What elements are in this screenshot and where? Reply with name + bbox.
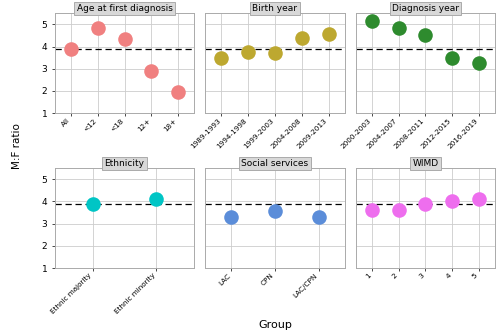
Point [228, 215, 235, 220]
Point [475, 61, 483, 66]
Point [271, 50, 279, 55]
Point [174, 89, 182, 95]
Point [314, 214, 322, 220]
Title: Diagnosis year: Diagnosis year [392, 4, 459, 13]
Point [422, 33, 430, 38]
Point [368, 18, 376, 24]
Title: Birth year: Birth year [252, 4, 298, 13]
Text: Group: Group [258, 320, 292, 330]
Point [324, 32, 332, 37]
Point [394, 25, 402, 30]
Point [120, 36, 128, 41]
Point [475, 197, 483, 202]
Point [89, 202, 97, 207]
Title: WIMD: WIMD [412, 159, 438, 168]
Point [394, 207, 402, 213]
Point [94, 25, 102, 30]
Point [244, 49, 252, 55]
Point [218, 55, 226, 60]
Point [67, 46, 75, 51]
Title: Age at first diagnosis: Age at first diagnosis [76, 4, 172, 13]
Title: Ethnicity: Ethnicity [104, 159, 144, 168]
Point [152, 197, 160, 202]
Point [448, 55, 456, 60]
Point [298, 35, 306, 40]
Point [448, 198, 456, 204]
Point [368, 207, 376, 213]
Text: M:F ratio: M:F ratio [12, 123, 22, 168]
Title: Social services: Social services [242, 159, 308, 168]
Point [148, 68, 156, 73]
Point [271, 208, 279, 213]
Point [422, 202, 430, 207]
